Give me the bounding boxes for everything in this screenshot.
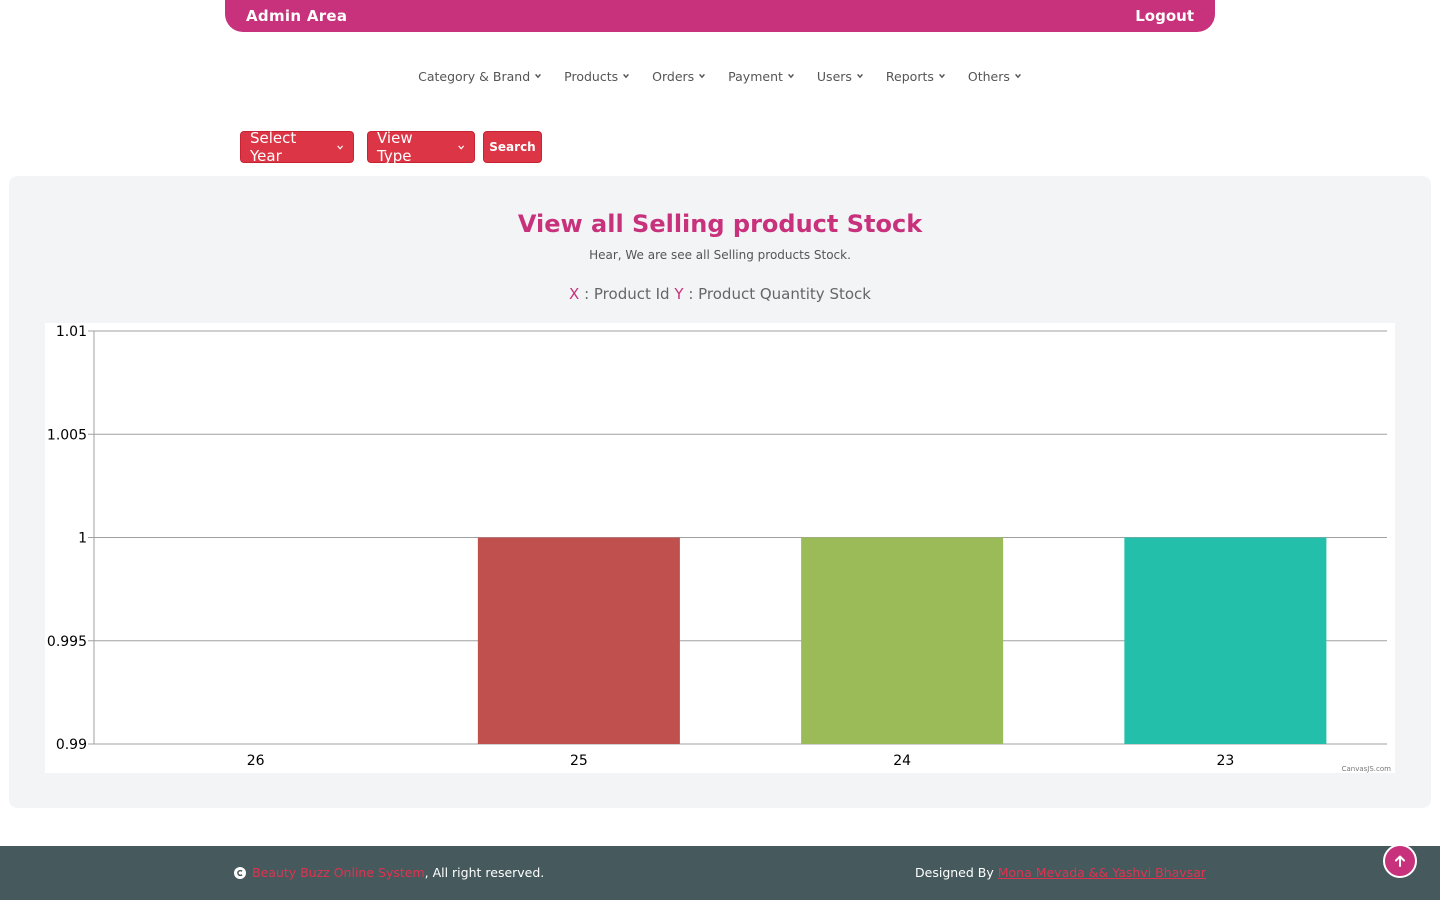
nav-item-reports[interactable]: Reports bbox=[886, 66, 946, 86]
bar-chart: 0.99 0.995 1 1.005 1.01 26 25 24 23 CanvasJS.com bbox=[45, 323, 1395, 773]
x-description: : Product Id bbox=[584, 285, 670, 303]
nav-item-orders[interactable]: Orders bbox=[652, 66, 706, 86]
chart-panel: View all Selling product Stock Hear, We … bbox=[9, 176, 1431, 808]
brand-title: Admin Area bbox=[246, 7, 348, 25]
main-nav: Category & Brand Products Orders Payment… bbox=[0, 66, 1440, 86]
nav-item-label: Users bbox=[816, 68, 852, 84]
y-tick-label: 1.005 bbox=[47, 427, 87, 443]
nav-item-products[interactable]: Products bbox=[564, 66, 630, 86]
x-tick-label: 26 bbox=[247, 753, 265, 769]
select-year-label: Select Year bbox=[250, 129, 297, 165]
chevron-down-icon bbox=[623, 73, 630, 79]
footer-credits: Designed By Mona Mevada && Yashvi Bhavsa… bbox=[915, 865, 1206, 880]
nav-item-label: Orders bbox=[652, 68, 695, 84]
x-key: X bbox=[569, 285, 580, 303]
chevron-down-icon bbox=[535, 73, 542, 79]
view-type-dropdown[interactable]: View Type bbox=[367, 129, 475, 165]
chevron-down-icon bbox=[457, 144, 464, 150]
nav-item-label: Products bbox=[564, 68, 619, 84]
nav-item-label: Payment bbox=[728, 68, 783, 84]
view-type-label: View Type bbox=[377, 129, 413, 165]
x-tick-label: 25 bbox=[570, 753, 588, 769]
nav-item-users[interactable]: Users bbox=[817, 66, 864, 86]
nav-item-payment[interactable]: Payment bbox=[728, 66, 795, 86]
top-header-bar: Admin Area Logout bbox=[225, 0, 1215, 32]
chevron-down-icon bbox=[938, 73, 945, 79]
filter-controls: Select Year View Type Search bbox=[240, 129, 542, 165]
copyright-icon bbox=[234, 866, 246, 879]
chart-credit: CanvasJS.com bbox=[1342, 765, 1392, 773]
y-key: Y bbox=[674, 285, 684, 303]
panel-subtitle: Hear, We are see all Selling products St… bbox=[589, 248, 851, 262]
y-tick-label: 0.995 bbox=[47, 634, 87, 650]
y-tick-label: 1.01 bbox=[56, 324, 87, 340]
site-link[interactable]: Beauty Buzz Online System bbox=[252, 865, 425, 880]
designers-link[interactable]: Mona Mevada && Yashvi Bhavsar bbox=[997, 865, 1206, 880]
footer-copyright: Beauty Buzz Online System, All right res… bbox=[234, 865, 544, 880]
chevron-down-icon bbox=[699, 73, 706, 79]
panel-title: View all Selling product Stock bbox=[517, 210, 923, 238]
x-tick-label: 23 bbox=[1216, 753, 1234, 769]
y-description: : Product Quantity Stock bbox=[688, 285, 871, 303]
y-tick-label: 1 bbox=[78, 531, 87, 547]
rights-text: , All right reserved. bbox=[424, 865, 545, 880]
chevron-down-icon bbox=[1014, 73, 1021, 79]
nav-item-label: Reports bbox=[885, 68, 934, 84]
designed-by-text: Designed By bbox=[915, 865, 998, 880]
chevron-down-icon bbox=[787, 73, 794, 79]
select-year-dropdown[interactable]: Select Year bbox=[240, 129, 354, 165]
nav-item-label: Category & Brand bbox=[418, 68, 531, 84]
arrow-up-icon bbox=[1395, 855, 1405, 867]
axis-legend-text: X : Product Id Y : Product Quantity Stoc… bbox=[9, 285, 1431, 303]
bar-chart-svg: 0.99 0.995 1 1.005 1.01 26 25 24 23 CanvasJS.com bbox=[47, 324, 1392, 773]
nav-item-label: Others bbox=[967, 68, 1010, 84]
chevron-down-icon bbox=[336, 144, 343, 150]
chevron-down-icon bbox=[856, 73, 863, 79]
y-tick-label: 0.99 bbox=[56, 737, 87, 753]
scroll-to-top-button[interactable] bbox=[1383, 844, 1417, 878]
scroll-top-wrapper bbox=[0, 844, 1440, 878]
x-tick-label: 24 bbox=[893, 753, 911, 769]
logout-link[interactable]: Logout bbox=[1135, 7, 1194, 25]
search-button[interactable]: Search bbox=[483, 131, 542, 163]
nav-item-others[interactable]: Others bbox=[968, 66, 1022, 86]
bar-25 bbox=[477, 537, 680, 744]
nav-item-category-brand[interactable]: Category & Brand bbox=[418, 66, 542, 86]
footer: Beauty Buzz Online System, All right res… bbox=[0, 846, 1440, 900]
bar-23 bbox=[1124, 537, 1327, 744]
bar-24 bbox=[801, 537, 1004, 744]
